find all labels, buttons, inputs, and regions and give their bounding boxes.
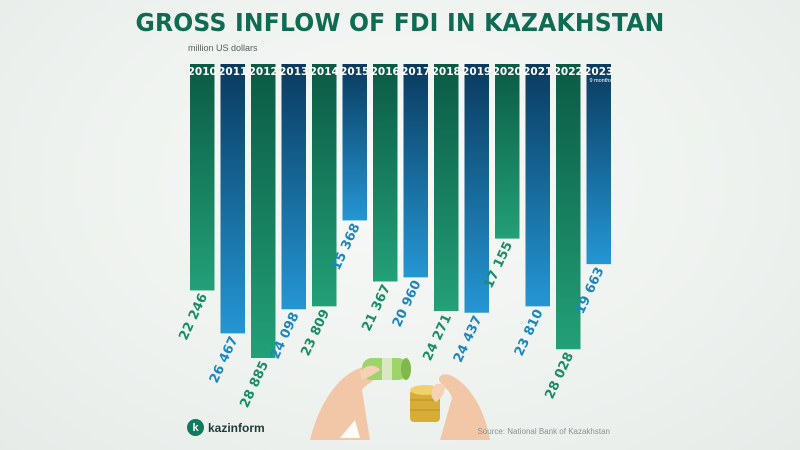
bar-2010: [190, 64, 215, 291]
year-label-2022: 2022: [554, 66, 583, 78]
bar-2016: [373, 64, 398, 282]
brand-name: kazinform: [208, 420, 265, 435]
year-label-2020: 2020: [493, 66, 522, 78]
brand-logo: k kazinform: [187, 419, 265, 436]
chart-title: GROSS INFLOW OF FDI IN KAZAKHSTAN: [135, 8, 665, 37]
unit-label: million US dollars: [188, 43, 258, 53]
bar-2020: [495, 64, 520, 239]
year-label-2016: 2016: [371, 66, 400, 78]
value-label-2011: 26 467: [207, 334, 242, 385]
value-label-2021: 23 810: [512, 307, 547, 358]
bar-2021: [525, 64, 550, 307]
year-label-2019: 2019: [462, 66, 491, 78]
bar-2023: [586, 64, 611, 265]
bar-2018: [434, 64, 459, 312]
year-label-2012: 2012: [249, 66, 278, 78]
year-label-2017: 2017: [401, 66, 430, 78]
banknote-roll-icon: [362, 358, 411, 380]
bar-2014: [312, 64, 337, 307]
bar-2012: [251, 64, 276, 358]
value-label-2022: 28 028: [542, 350, 577, 401]
bar-2017: [403, 64, 428, 278]
kazinform-logo-icon: k: [187, 419, 204, 436]
hands-money-illustration: [310, 358, 490, 440]
year-label-2013: 2013: [279, 66, 308, 78]
value-label-2012: 28 885: [237, 359, 272, 410]
year-label-2015: 2015: [340, 66, 369, 78]
year-label-2010: 2010: [188, 66, 217, 78]
year-label-2021: 2021: [523, 66, 552, 78]
note-label-2023: 9 months: [589, 78, 612, 84]
year-label-2014: 2014: [310, 66, 339, 78]
bar-2015: [342, 64, 367, 221]
year-label-2023: 2023: [584, 66, 613, 78]
bar-2019: [464, 64, 489, 313]
bar-2022: [556, 64, 581, 350]
bar-2013: [281, 64, 306, 310]
year-label-2018: 2018: [432, 66, 461, 78]
bar-2011: [220, 64, 245, 334]
value-label-2010: 22 246: [176, 291, 211, 342]
year-label-2011: 2011: [218, 66, 247, 78]
source-note: Source: National Bank of Kazakhstan: [477, 427, 610, 436]
